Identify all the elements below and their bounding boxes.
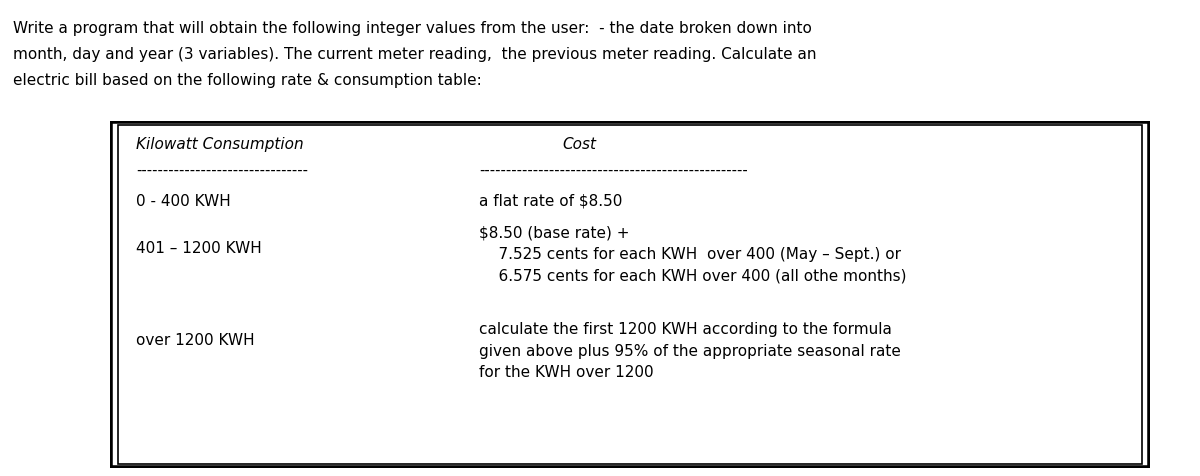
Text: 401 – 1200 KWH: 401 – 1200 KWH <box>136 241 262 256</box>
Text: Cost: Cost <box>563 137 596 152</box>
Text: Kilowatt Consumption: Kilowatt Consumption <box>136 137 304 152</box>
Text: --------------------------------: -------------------------------- <box>136 163 308 178</box>
Text: 0 - 400 KWH: 0 - 400 KWH <box>136 194 230 209</box>
Text: a flat rate of $8.50: a flat rate of $8.50 <box>479 194 623 209</box>
Text: calculate the first 1200 KWH according to the formula
given above plus 95% of th: calculate the first 1200 KWH according t… <box>479 322 901 380</box>
Text: electric bill based on the following rate & consumption table:: electric bill based on the following rat… <box>13 73 481 88</box>
Text: Write a program that will obtain the following integer values from the user:  - : Write a program that will obtain the fol… <box>13 21 812 36</box>
Text: $8.50 (base rate) +
    7.525 cents for each KWH  over 400 (May – Sept.) or
    : $8.50 (base rate) + 7.525 cents for each… <box>479 225 907 283</box>
Text: over 1200 KWH: over 1200 KWH <box>136 333 254 347</box>
Text: month, day and year (3 variables). The current meter reading,  the previous mete: month, day and year (3 variables). The c… <box>13 47 816 62</box>
Text: --------------------------------------------------: ----------------------------------------… <box>479 163 748 178</box>
